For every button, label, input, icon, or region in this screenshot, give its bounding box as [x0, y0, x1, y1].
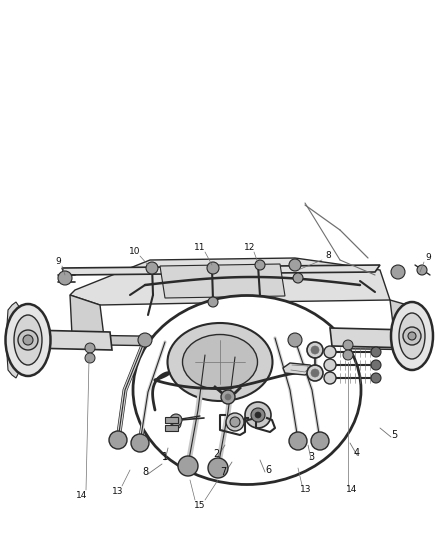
- Circle shape: [208, 458, 228, 478]
- Circle shape: [288, 333, 302, 347]
- Circle shape: [408, 332, 416, 340]
- Circle shape: [371, 373, 381, 383]
- Circle shape: [178, 456, 198, 476]
- Text: 9: 9: [55, 257, 61, 266]
- Circle shape: [245, 402, 271, 428]
- Circle shape: [171, 419, 181, 429]
- Polygon shape: [165, 417, 178, 423]
- Circle shape: [18, 330, 38, 350]
- Text: 12: 12: [244, 244, 256, 253]
- Ellipse shape: [391, 302, 433, 370]
- Polygon shape: [62, 265, 380, 275]
- Circle shape: [207, 262, 219, 274]
- Text: 2: 2: [213, 449, 219, 459]
- Circle shape: [226, 413, 244, 431]
- Circle shape: [251, 408, 265, 422]
- Circle shape: [311, 432, 329, 450]
- Circle shape: [289, 259, 301, 271]
- Ellipse shape: [6, 304, 50, 376]
- Circle shape: [371, 347, 381, 357]
- Circle shape: [324, 359, 336, 371]
- Circle shape: [225, 394, 231, 400]
- Text: 10: 10: [129, 247, 141, 256]
- Polygon shape: [72, 335, 430, 350]
- Text: 15: 15: [194, 500, 206, 510]
- Circle shape: [85, 353, 95, 363]
- Polygon shape: [70, 258, 390, 305]
- Polygon shape: [160, 264, 285, 298]
- Circle shape: [208, 297, 218, 307]
- Polygon shape: [390, 300, 430, 350]
- Text: 14: 14: [346, 486, 358, 495]
- Text: 11: 11: [194, 244, 206, 253]
- Ellipse shape: [133, 295, 361, 484]
- Circle shape: [221, 390, 235, 404]
- Polygon shape: [70, 295, 105, 345]
- Circle shape: [85, 343, 95, 353]
- Circle shape: [146, 262, 158, 274]
- Circle shape: [307, 342, 323, 358]
- Text: 1: 1: [162, 452, 168, 462]
- Circle shape: [255, 412, 261, 418]
- Circle shape: [311, 369, 319, 377]
- Text: 13: 13: [112, 488, 124, 497]
- Circle shape: [255, 260, 265, 270]
- Text: 5: 5: [391, 430, 397, 440]
- Circle shape: [343, 340, 353, 350]
- Polygon shape: [6, 302, 20, 378]
- Polygon shape: [165, 425, 178, 431]
- Circle shape: [307, 365, 323, 381]
- Circle shape: [293, 273, 303, 283]
- Polygon shape: [283, 363, 315, 375]
- Ellipse shape: [14, 315, 42, 365]
- Circle shape: [230, 417, 240, 427]
- Circle shape: [371, 360, 381, 370]
- Text: 8: 8: [142, 467, 148, 477]
- Text: 9: 9: [425, 254, 431, 262]
- Text: 14: 14: [76, 490, 88, 499]
- Ellipse shape: [399, 313, 425, 359]
- Text: 4: 4: [354, 448, 360, 458]
- Ellipse shape: [167, 323, 272, 401]
- Text: 6: 6: [265, 465, 271, 475]
- Circle shape: [58, 271, 72, 285]
- Circle shape: [324, 372, 336, 384]
- Polygon shape: [28, 330, 112, 350]
- Circle shape: [170, 414, 182, 426]
- Circle shape: [311, 346, 319, 354]
- Circle shape: [138, 333, 152, 347]
- Circle shape: [131, 434, 149, 452]
- Text: 8: 8: [325, 252, 331, 261]
- Text: 3: 3: [308, 452, 314, 462]
- Text: 7: 7: [220, 467, 226, 477]
- Circle shape: [289, 432, 307, 450]
- Circle shape: [23, 335, 33, 345]
- Polygon shape: [330, 328, 412, 348]
- Circle shape: [109, 431, 127, 449]
- Circle shape: [417, 265, 427, 275]
- Ellipse shape: [183, 335, 258, 390]
- Text: 13: 13: [300, 486, 312, 495]
- Circle shape: [403, 327, 421, 345]
- Circle shape: [391, 265, 405, 279]
- Circle shape: [343, 350, 353, 360]
- Circle shape: [324, 346, 336, 358]
